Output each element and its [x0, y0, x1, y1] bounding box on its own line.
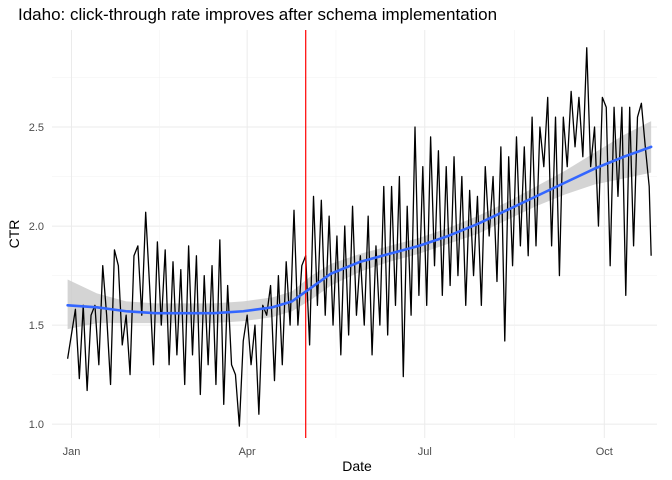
- y-axis-label: CTR: [6, 220, 22, 249]
- y-tick-label: 2.0: [29, 221, 44, 233]
- x-axis-label: Date: [342, 458, 372, 474]
- x-tick-label: Oct: [596, 446, 613, 458]
- confidence-band: [67, 121, 652, 330]
- confidence-band-group: [67, 121, 652, 330]
- observed-series-group: [66, 47, 652, 427]
- x-axis-ticks: Jan Apr Jul Oct: [63, 446, 613, 458]
- x-tick-label: Jan: [63, 446, 81, 458]
- observed-ctr-line: [66, 47, 652, 427]
- y-tick-label: 2.5: [29, 122, 44, 134]
- x-tick-label: Jul: [418, 446, 432, 458]
- smooth-series-group: [66, 145, 653, 315]
- y-axis-ticks: 1.0 1.5 2.0 2.5: [29, 122, 44, 431]
- y-tick-label: 1.0: [29, 419, 44, 431]
- x-tick-label: Apr: [239, 446, 256, 458]
- smooth-trend-line: [66, 145, 653, 315]
- grid-lines: [52, 30, 657, 438]
- y-tick-label: 1.5: [29, 320, 44, 332]
- chart-title: Idaho: click-through rate improves after…: [18, 5, 497, 24]
